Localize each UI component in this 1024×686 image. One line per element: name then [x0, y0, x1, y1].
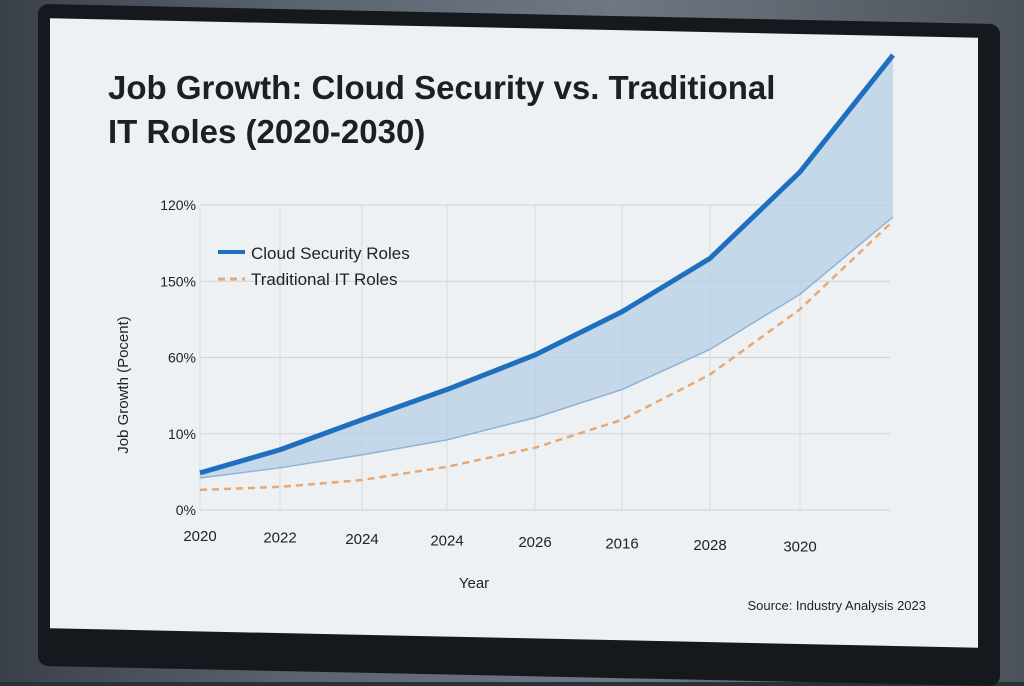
y-tick-label: 120% — [160, 197, 196, 213]
series-band-lower-line — [199, 216, 894, 479]
x-tick-label: 2026 — [518, 534, 551, 551]
y-tick-label: 150% — [160, 273, 196, 289]
x-tick-label: 2020 — [183, 528, 216, 545]
x-tick-label: 2022 — [263, 530, 296, 547]
chart-title: Job Growth: Cloud Security vs. Tradition… — [108, 69, 776, 150]
x-axis-label: Year — [459, 575, 489, 592]
source-note: Source: Industry Analysis 2023 — [748, 598, 927, 613]
x-tick-label: 2016 — [605, 536, 638, 553]
legend-label-traditional: Traditional IT Roles — [251, 270, 397, 289]
series-line-cloud — [199, 53, 895, 476]
y-tick-label: 60% — [168, 350, 196, 366]
x-tick-label: 3020 — [783, 539, 816, 556]
y-axis-label: Job Growth (Pocent) — [115, 316, 132, 454]
ticks: 0% 10% 60% 150% 120% 2020 2022 2024 2024 2026 2016… — [160, 197, 817, 556]
legend: Cloud Security Roles Traditional IT Role… — [218, 244, 410, 289]
x-tick-label: 2024 — [345, 531, 378, 548]
area-band — [200, 55, 893, 478]
x-tick-label: 2028 — [693, 537, 726, 554]
series-line-traditional — [199, 220, 894, 492]
x-tick-label: 2024 — [430, 533, 463, 550]
y-tick-label: 0% — [176, 502, 196, 518]
y-tick-label: 10% — [168, 426, 196, 442]
legend-label-cloud: Cloud Security Roles — [251, 244, 410, 263]
marks — [199, 53, 895, 492]
